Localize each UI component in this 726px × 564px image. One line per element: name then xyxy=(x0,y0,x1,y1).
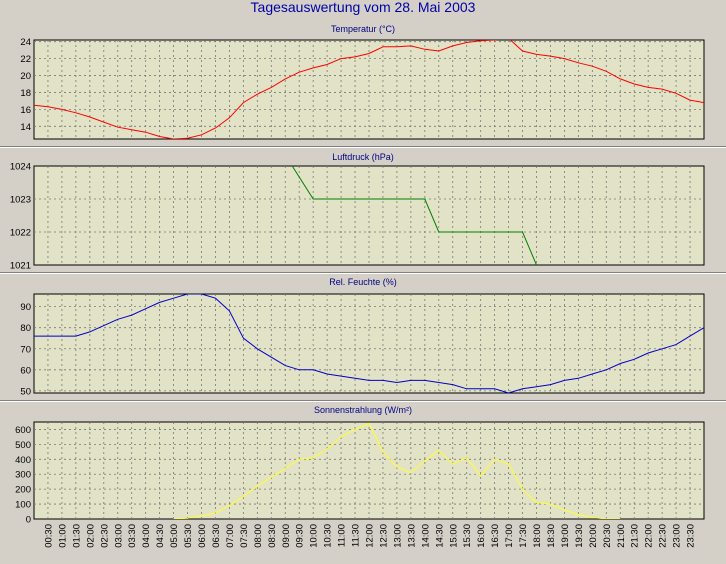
x-tick-label: 10:30 xyxy=(323,524,334,548)
x-tick-label: 16:30 xyxy=(490,524,501,548)
temperature-y-tick-label: 18 xyxy=(20,88,31,99)
x-tick-label: 05:30 xyxy=(183,524,194,548)
x-tick-label: 09:30 xyxy=(295,524,306,548)
radiation-y-tick-label: 400 xyxy=(15,455,31,466)
x-tick-label: 09:00 xyxy=(281,524,292,548)
x-tick-label: 14:00 xyxy=(420,524,431,548)
x-tick-label: 06:30 xyxy=(211,524,222,548)
x-tick-label: 15:30 xyxy=(462,524,473,548)
pressure-chart-title: Luftdruck (hPa) xyxy=(332,152,394,162)
x-tick-label: 01:00 xyxy=(57,524,68,548)
humidity-y-tick-label: 90 xyxy=(20,302,31,313)
x-tick-label: 07:00 xyxy=(225,524,236,548)
x-tick-label: 12:00 xyxy=(365,524,376,548)
x-tick-label: 13:00 xyxy=(392,524,403,548)
x-tick-label: 18:30 xyxy=(546,524,557,548)
x-tick-label: 20:30 xyxy=(602,524,613,548)
x-tick-label: 22:00 xyxy=(644,524,655,548)
radiation-y-tick-label: 100 xyxy=(15,500,31,511)
pressure-y-tick-label: 1022 xyxy=(10,228,31,239)
humidity-y-tick-label: 60 xyxy=(20,365,31,376)
temperature-y-tick-label: 20 xyxy=(20,71,31,82)
x-tick-label: 19:00 xyxy=(560,524,571,548)
humidity-series-line xyxy=(34,294,704,393)
x-tick-label: 15:00 xyxy=(448,524,459,548)
x-tick-label: 03:00 xyxy=(113,524,124,548)
x-tick-label: 02:00 xyxy=(85,524,96,548)
radiation-y-tick-label: 200 xyxy=(15,485,31,496)
x-tick-label: 18:00 xyxy=(532,524,543,548)
temperature-y-tick-label: 16 xyxy=(20,105,31,116)
x-tick-label: 10:00 xyxy=(309,524,320,548)
x-tick-label: 08:00 xyxy=(253,524,264,548)
humidity-plot-area xyxy=(33,293,705,394)
x-tick-label: 19:30 xyxy=(574,524,585,548)
panel-separator xyxy=(0,272,726,274)
temperature-chart-title: Temperatur (°C) xyxy=(330,24,396,34)
radiation-y-tick-label: 500 xyxy=(15,440,31,451)
x-tick-label: 11:30 xyxy=(351,524,362,547)
x-tick-label: 23:30 xyxy=(686,524,697,548)
x-tick-label: 12:30 xyxy=(378,524,389,548)
humidity-y-tick-label: 70 xyxy=(20,344,31,355)
x-tick-label: 16:00 xyxy=(476,524,487,548)
radiation-y-tick-label: 300 xyxy=(15,470,31,481)
x-tick-label: 21:30 xyxy=(630,524,641,548)
pressure-y-tick-label: 1021 xyxy=(10,261,31,272)
x-tick-label: 08:30 xyxy=(267,524,278,548)
x-tick-label: 20:00 xyxy=(588,524,599,548)
humidity-y-tick-label: 50 xyxy=(20,386,31,397)
x-tick-label: 04:00 xyxy=(141,524,152,548)
temperature-plot-area xyxy=(33,39,705,140)
radiation-y-tick-label: 0 xyxy=(26,515,31,526)
panel-separator xyxy=(0,146,726,148)
pressure-y-tick-label: 1024 xyxy=(10,162,31,173)
radiation-series-line xyxy=(173,422,621,519)
page-title: Tagesauswertung vom 28. Mai 2003 xyxy=(250,0,476,15)
x-tick-label: 06:00 xyxy=(197,524,208,548)
x-tick-label: 00:30 xyxy=(43,524,54,548)
x-tick-label: 04:30 xyxy=(155,524,166,548)
humidity-chart-title: Rel. Feuchte (%) xyxy=(329,277,397,287)
temperature-y-tick-label: 14 xyxy=(20,122,31,133)
x-tick-label: 05:00 xyxy=(169,524,180,548)
radiation-chart-title: Sonnenstrahlung (W/m²) xyxy=(313,405,413,415)
pressure-series-line xyxy=(291,166,537,265)
temperature-y-tick-label: 24 xyxy=(20,37,31,48)
x-tick-label: 07:30 xyxy=(239,524,250,548)
x-tick-label: 22:30 xyxy=(658,524,669,548)
x-tick-label: 01:30 xyxy=(71,524,82,548)
x-tick-label: 14:30 xyxy=(434,524,445,548)
x-tick-label: 13:30 xyxy=(406,524,417,548)
temperature-y-tick-label: 22 xyxy=(20,54,31,65)
temperature-series-line xyxy=(34,40,704,139)
radiation-y-tick-label: 600 xyxy=(15,425,31,436)
x-tick-label: 21:00 xyxy=(616,524,627,548)
pressure-plot-area xyxy=(33,165,705,266)
x-tick-label: 17:30 xyxy=(518,524,529,548)
x-tick-label: 03:30 xyxy=(127,524,138,548)
x-tick-label: 23:00 xyxy=(672,524,683,548)
x-tick-label: 02:30 xyxy=(99,524,110,548)
x-tick-label: 11:00 xyxy=(337,524,348,547)
humidity-y-tick-label: 80 xyxy=(20,323,31,334)
pressure-y-tick-label: 1023 xyxy=(10,195,31,206)
x-tick-label: 17:00 xyxy=(504,524,515,548)
panel-separator xyxy=(0,400,726,402)
